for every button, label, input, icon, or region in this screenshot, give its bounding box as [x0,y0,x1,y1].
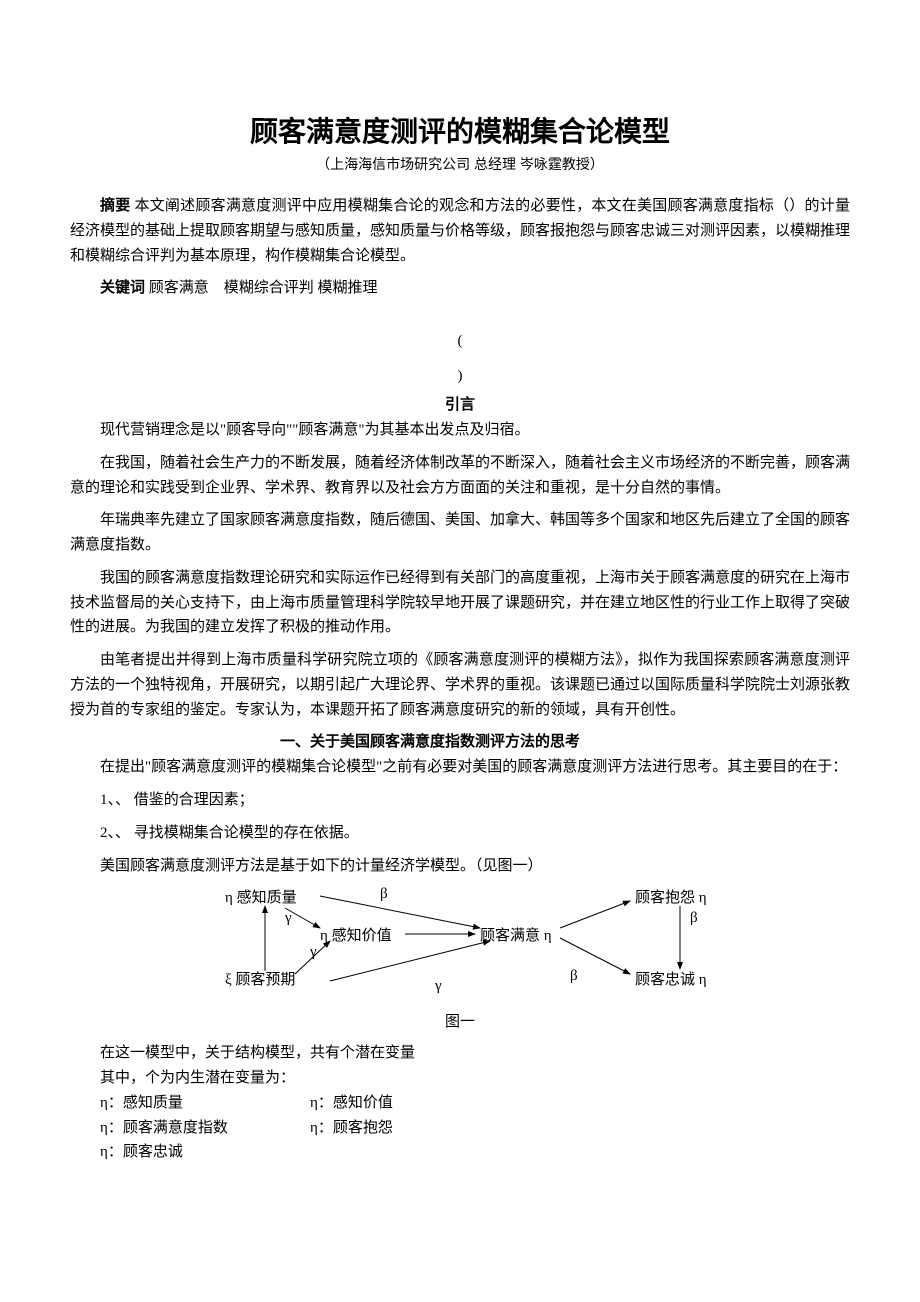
spacer [70,356,850,362]
def-item: η：顾客忠诚 [100,1140,310,1165]
paragraph: 由笔者提出并得到上海市质量科学研究院立项的《顾客满意度测评的模糊方法》，拟作为我… [70,648,850,722]
spacer [70,309,850,327]
edge-label: β [690,910,698,927]
edge-label: γ [435,978,442,995]
edge-label: β [570,968,578,985]
model-diagram: η 感知质量 η 感知价值 顾客满意 η 顾客抱怨 η 顾客忠诚 η ξ 顾客预… [180,886,740,1006]
def-item: η：顾客满意度指数 [100,1116,310,1141]
paragraph: 在这一模型中，关于结构模型，共有个潜在变量 [70,1041,850,1066]
paragraph: 现代营销理念是以"顾客导向""顾客满意"为其基本出发点及归宿。 [70,418,850,443]
bullet: 2、、 寻找模糊集合论模型的存在依据。 [70,821,850,846]
def-item: η：顾客抱怨 [310,1116,520,1141]
paragraph: 我国的顾客满意度指数理论研究和实际运作已经得到有关部门的高度重视，上海市关于顾客… [70,566,850,640]
node-complain: 顾客抱怨 η [635,886,707,907]
def-row: η：感知质量 η：感知价值 [100,1091,850,1116]
keywords-body: 顾客满意 模糊综合评判 模糊推理 [145,280,378,296]
paren-close: ) [70,368,850,385]
document-page: 顾客满意度测评的模糊集合论模型 （上海海信市场研究公司 总经理 岑咏霆教授） 摘… [0,0,920,1302]
diagram-caption: 图一 [70,1010,850,1031]
bullet: 1、、 借鉴的合理因素； [70,788,850,813]
abstract-body: 本文阐述顾客满意度测评中应用模糊集合论的观念和方法的必要性，本文在美国顾客满意度… [70,198,850,264]
keywords-label: 关键词 [100,279,145,296]
def-row: η：顾客满意度指数 η：顾客抱怨 [100,1116,850,1141]
node-quality: η 感知质量 [225,886,297,907]
paragraph: 在我国，随着社会生产力的不断发展，随着经济体制改革的不断深入，随着社会主义市场经… [70,451,850,501]
page-title: 顾客满意度测评的模糊集合论模型 [70,110,850,150]
node-expect: ξ 顾客预期 [225,968,295,989]
abstract: 摘要 本文阐述顾客满意度测评中应用模糊集合论的观念和方法的必要性，本文在美国顾客… [70,194,850,268]
paragraph: 年瑞典率先建立了国家顾客满意度指数，随后德国、美国、加拿大、韩国等多个国家和地区… [70,508,850,558]
definitions: η：感知质量 η：感知价值 η：顾客满意度指数 η：顾客抱怨 η：顾客忠诚 [100,1091,850,1165]
node-satis: 顾客满意 η [480,924,552,945]
node-value: η 感知价值 [320,924,392,945]
def-row: η：顾客忠诚 [100,1140,850,1165]
page-subtitle: （上海海信市场研究公司 总经理 岑咏霆教授） [70,154,850,174]
intro-heading: 引言 [70,393,850,414]
paragraph: 其中，个为内生潜在变量为： [70,1066,850,1091]
edge-label: γ [310,944,317,961]
paren-open: ( [70,333,850,350]
edge-label: γ [285,910,292,927]
abstract-label: 摘要 [100,197,130,214]
def-item: η：感知价值 [310,1091,520,1116]
paragraph: 美国顾客满意度测评方法是基于如下的计量经济学模型。（见图一） [70,854,850,879]
keywords: 关键词 顾客满意 模糊综合评判 模糊推理 [70,276,850,301]
def-item: η：感知质量 [100,1091,310,1116]
edge-label: β [380,886,388,903]
paragraph: 在提出"顾客满意度测评的模糊集合论模型"之前有必要对美国的顾客满意度测评方法进行… [70,755,850,780]
node-loyal: 顾客忠诚 η [635,968,707,989]
section-heading: 一、关于美国顾客满意度指数测评方法的思考 [280,730,850,751]
